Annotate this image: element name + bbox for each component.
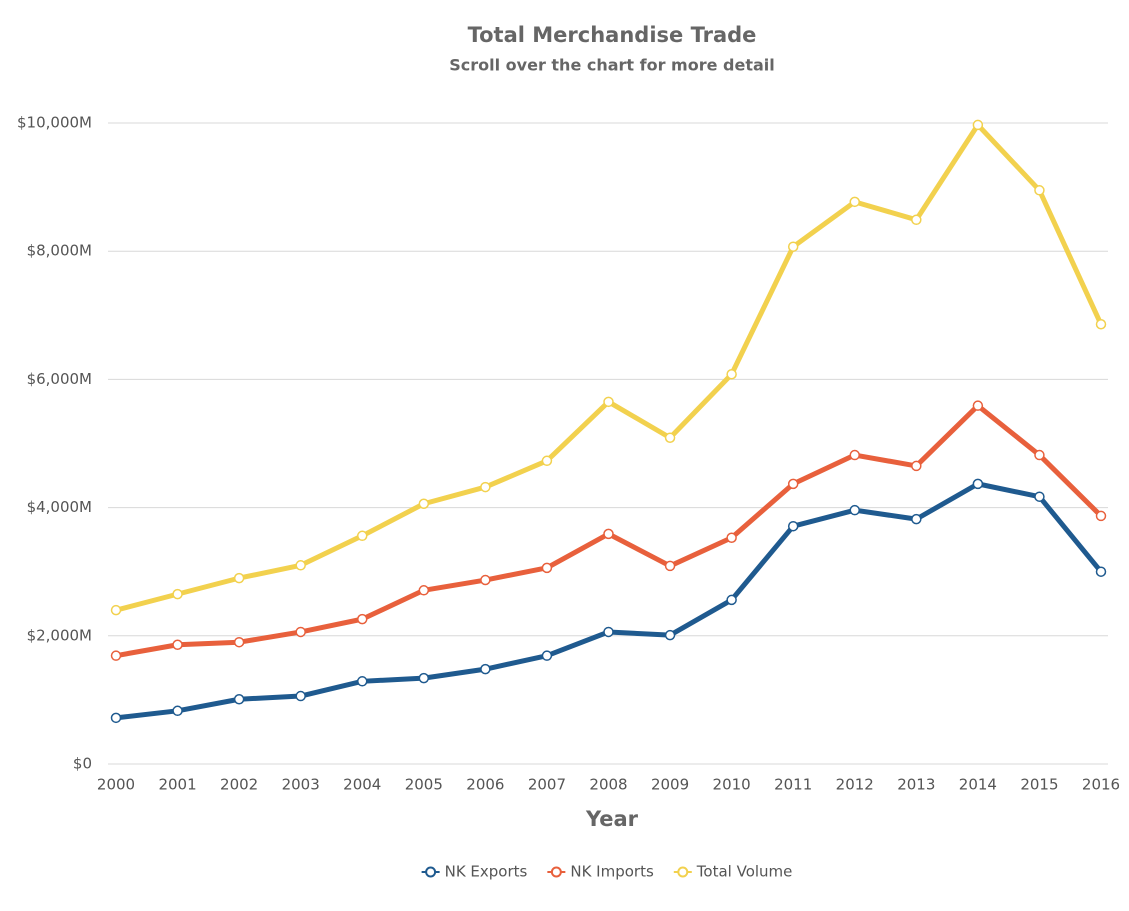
x-tick-label: 2008 [589,776,627,794]
data-point [233,636,245,648]
data-point [172,639,183,651]
x-tick-label: 2011 [774,776,812,794]
data-point [541,562,553,574]
chart-subtitle: Scroll over the chart for more detail [449,56,775,75]
data-point [110,650,122,661]
data-point [911,460,922,472]
data-point [1095,566,1107,577]
legend-swatch [425,866,437,878]
data-point [110,712,122,724]
data-point [787,478,799,490]
y-tick-label: $0 [73,755,92,773]
data-point [295,626,306,638]
x-tick-label: 2016 [1082,776,1120,794]
y-tick-label: $8,000M [27,242,92,260]
y-tick-label: $10,000M [17,114,92,132]
data-point [172,705,183,717]
x-tick-label: 2013 [897,776,935,794]
data-point [849,449,860,461]
x-tick-label: 2007 [528,776,566,794]
data-point [295,560,306,571]
x-tick-label: 2000 [97,776,135,794]
data-point [480,663,491,675]
data-point [849,196,860,208]
legend-label: NK Imports [570,863,654,881]
data-point [664,629,676,641]
data-point [603,528,614,540]
data-point [664,560,676,572]
data-point [849,504,860,516]
data-point [480,481,491,493]
y-tick-label: $4,000M [27,498,92,516]
data-point [233,572,245,584]
data-point [480,574,491,586]
data-point [726,369,737,380]
x-tick-label: 2004 [343,776,381,794]
data-point [233,694,245,705]
data-point [418,672,430,684]
data-point [541,650,553,661]
data-point [726,594,737,606]
data-point [357,613,368,625]
data-point [295,690,306,702]
data-point [172,588,183,600]
data-point [357,676,368,687]
legend-swatch [550,866,562,878]
x-tick-label: 2015 [1020,776,1058,794]
data-point [1034,491,1045,502]
data-point [787,520,799,532]
x-tick-label: 2012 [836,776,874,794]
data-point [541,455,553,467]
legend: NK Exports NK Imports Total Volume [421,863,793,881]
data-point [664,432,676,443]
data-point [418,585,430,596]
x-tick-label: 2005 [405,776,443,794]
x-tick-label: 2009 [651,776,689,794]
x-tick-label: 2001 [158,776,196,794]
data-point [357,530,368,542]
x-tick-label: 2006 [466,776,504,794]
chart-title: Total Merchandise Trade [468,23,757,47]
y-tick-label: $6,000M [27,370,92,388]
legend-label: NK Exports [445,863,528,881]
x-tick-label: 2014 [959,776,997,794]
data-point [972,478,984,490]
x-tick-label: 2002 [220,776,258,794]
series-line [115,481,1103,721]
data-point [1034,449,1045,461]
x-tick-label: 2003 [282,776,320,794]
legend-label: Total Volume [696,863,793,881]
data-point [1095,319,1107,330]
data-point [603,626,614,638]
x-tick-label: 2010 [713,776,751,794]
data-point [726,532,737,543]
data-point [1034,185,1045,196]
data-point [603,396,614,408]
data-point [972,400,984,411]
data-point [418,498,430,510]
data-point [972,119,984,131]
legend-swatch [677,866,689,878]
data-point [911,513,922,525]
data-point [911,214,922,226]
data-point [787,241,799,252]
y-tick-label: $2,000M [27,626,92,644]
x-axis-title: Year [585,807,639,831]
data-point [1095,510,1107,522]
data-point [110,604,122,616]
